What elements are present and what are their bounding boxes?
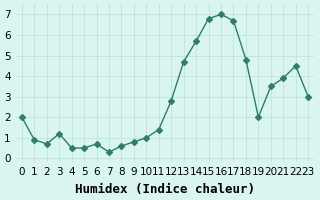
- X-axis label: Humidex (Indice chaleur): Humidex (Indice chaleur): [75, 183, 255, 196]
